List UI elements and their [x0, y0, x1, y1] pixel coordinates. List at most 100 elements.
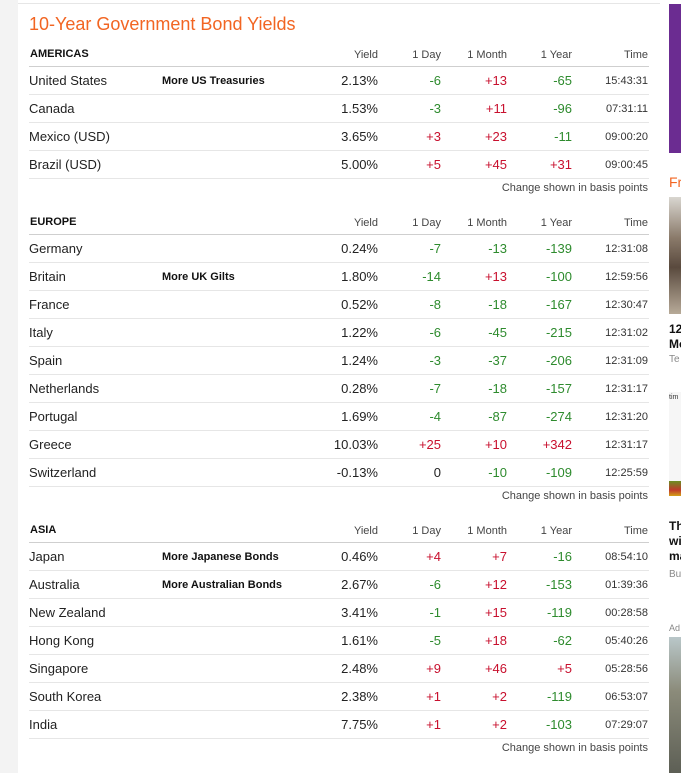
yield-value: 0.52% [341, 297, 378, 312]
country-name[interactable]: France [29, 297, 70, 312]
country-name[interactable]: Netherlands [29, 381, 100, 396]
yield-value: 1.80% [341, 269, 378, 284]
yield-value: 10.03% [333, 437, 378, 452]
change-1-day: -3 [429, 101, 441, 116]
col-header-1-day: 1 Day [412, 525, 441, 537]
change-1-month: -37 [488, 353, 507, 368]
country-name[interactable]: Portugal [29, 409, 78, 424]
change-1-month: +18 [484, 633, 507, 648]
country-name[interactable]: Brazil (USD) [29, 157, 102, 172]
country-name[interactable]: Hong Kong [29, 633, 95, 648]
right-sidebar [660, 0, 681, 773]
change-1-month: +13 [484, 269, 507, 284]
country-name[interactable]: Italy [29, 325, 53, 340]
left-gutter [0, 0, 18, 773]
sidebar-chart-thumbnail[interactable]: tim [669, 392, 681, 496]
change-1-day: -4 [429, 409, 441, 424]
more-bonds-link[interactable]: More UK Gilts [162, 271, 235, 283]
table-row: Brazil (USD) 5.00% +5 +45 +31 09:00:45 [29, 151, 649, 179]
change-1-year: -215 [545, 325, 572, 340]
country-name[interactable]: India [29, 717, 58, 732]
sidebar-story2-headline-line1: Th [669, 519, 681, 533]
col-header-1-month: 1 Month [467, 525, 507, 537]
more-bonds-link[interactable]: More Australian Bonds [162, 579, 282, 591]
table-row: India 7.75% +1 +2 -103 07:29:07 [29, 711, 649, 739]
change-1-month: +15 [484, 605, 507, 620]
col-header-1-month: 1 Month [467, 217, 507, 229]
update-time: 12:25:59 [605, 467, 648, 479]
update-time: 00:28:58 [605, 607, 648, 619]
col-header-1-year: 1 Year [540, 525, 572, 537]
table-row: South Korea 2.38% +1 +2 -119 06:53:07 [29, 683, 649, 711]
change-1-day: -6 [429, 577, 441, 592]
change-1-month: +13 [484, 73, 507, 88]
bond-yields-panel [18, 0, 660, 773]
change-1-year: -11 [554, 129, 572, 144]
change-1-month: +11 [485, 101, 507, 116]
update-time: 06:53:07 [605, 691, 648, 703]
col-header-yield: Yield [353, 217, 378, 229]
sidebar-story2-headline[interactable]: Th wi ma [669, 519, 681, 564]
change-1-day: -8 [429, 297, 441, 312]
country-name[interactable]: South Korea [29, 689, 102, 704]
sidebar-banner[interactable] [669, 4, 681, 153]
change-1-year: -103 [545, 717, 572, 732]
section-americas: AMERICAS Yield 1 Day 1 Month 1 Year Time Unite… [29, 41, 649, 199]
yield-value: 1.24% [341, 353, 378, 368]
country-name[interactable]: Singapore [29, 661, 89, 676]
country-name[interactable]: Switzerland [29, 465, 97, 480]
table-row: France 0.52% -8 -18 -167 12:30:47 [29, 291, 649, 319]
yield-value: 0.46% [341, 549, 378, 564]
yield-value: 2.67% [341, 577, 378, 592]
country-name[interactable]: Britain [29, 269, 66, 284]
change-1-year: -119 [546, 605, 572, 620]
table-row: Germany 0.24% -7 -13 -139 12:31:08 [29, 235, 649, 263]
sidebar-story-image[interactable] [669, 197, 681, 314]
change-1-month: +23 [484, 129, 507, 144]
update-time: 09:00:20 [605, 131, 648, 143]
country-name[interactable]: Greece [29, 437, 72, 452]
update-time: 12:31:20 [605, 411, 648, 423]
country-name[interactable]: Australia [29, 577, 80, 592]
change-1-year: -157 [545, 381, 572, 396]
change-1-day: 0 [433, 465, 441, 480]
change-1-day: +25 [418, 437, 441, 452]
col-header-time: Time [623, 525, 648, 537]
sidebar-ad-image[interactable] [669, 637, 681, 773]
col-header-time: Time [623, 49, 648, 61]
region-name: ASIA [30, 524, 57, 536]
country-name[interactable]: New Zealand [29, 605, 106, 620]
sidebar-chart-label: tim [669, 394, 679, 401]
yield-value: -0.13% [336, 465, 378, 480]
col-header-1-day: 1 Day [412, 217, 441, 229]
change-1-month: +2 [492, 689, 507, 704]
country-name[interactable]: Japan [29, 549, 65, 564]
update-time: 12:31:09 [605, 355, 648, 367]
change-1-day: +1 [426, 717, 441, 732]
change-1-day: -7 [429, 241, 441, 256]
country-name[interactable]: Mexico (USD) [29, 129, 110, 144]
table-row: Hong Kong 1.61% -5 +18 -62 05:40:26 [29, 627, 649, 655]
country-name[interactable]: Spain [29, 353, 63, 368]
sidebar-story-headline[interactable]: 12 Mo [669, 322, 681, 352]
update-time: 05:28:56 [605, 663, 648, 675]
country-name[interactable]: Canada [29, 101, 75, 116]
col-header-yield: Yield [353, 525, 378, 537]
country-name[interactable]: Germany [29, 241, 83, 256]
more-bonds-link[interactable]: More Japanese Bonds [162, 551, 279, 563]
more-bonds-link[interactable]: More US Treasuries [162, 75, 265, 87]
change-1-day: -5 [429, 633, 441, 648]
change-1-month: -18 [488, 297, 507, 312]
col-header-1-year: 1 Year [540, 49, 572, 61]
col-header-1-year: 1 Year [540, 217, 572, 229]
change-1-day: -7 [429, 381, 441, 396]
change-1-month: +45 [484, 157, 507, 172]
col-header-time: Time [623, 217, 648, 229]
country-name[interactable]: United States [29, 73, 108, 88]
yield-value: 1.53% [341, 101, 378, 116]
change-1-year: +31 [549, 157, 572, 172]
section-europe: EUROPE Yield 1 Day 1 Month 1 Year Time Germany… [29, 209, 649, 507]
yield-value: 3.41% [341, 605, 378, 620]
col-header-1-month: 1 Month [467, 49, 507, 61]
update-time: 07:31:11 [605, 103, 648, 115]
